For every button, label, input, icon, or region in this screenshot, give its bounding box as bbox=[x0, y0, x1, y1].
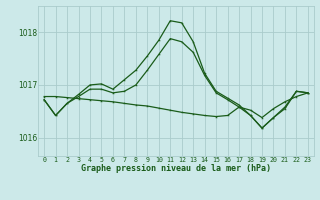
X-axis label: Graphe pression niveau de la mer (hPa): Graphe pression niveau de la mer (hPa) bbox=[81, 164, 271, 173]
